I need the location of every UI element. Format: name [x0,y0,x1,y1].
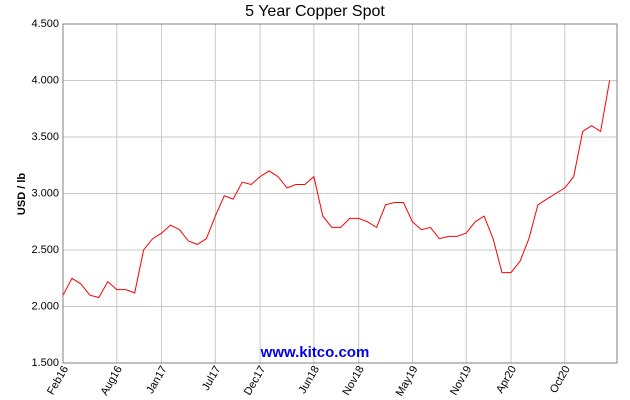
price-line [62,80,611,299]
x-tick-label: Aug16 [99,364,125,398]
y-tick-label: 4.500 [31,18,59,30]
x-tick-label: Feb16 [45,364,71,397]
x-tick-label: Jul17 [200,364,224,393]
y-tick-label: 4.000 [31,74,59,86]
chart-title: 5 Year Copper Spot [245,3,385,20]
x-tick-label: Nov18 [341,364,367,398]
watermark: www.kitco.com [260,344,370,361]
x-tick-label: May19 [394,364,421,399]
plot-frame [62,23,618,364]
y-tick-label: 1.500 [31,357,59,369]
x-tick-label: Jan17 [144,364,169,396]
y-axis-label: USD / lb [16,173,28,215]
y-tick-label: 3.000 [31,187,59,199]
y-tick-label: 3.500 [31,131,59,143]
y-tick-label: 2.500 [31,244,59,256]
x-tick-label: Nov19 [448,364,474,398]
x-tick-label: Apr20 [494,364,519,395]
x-tick-label: Dec17 [242,364,268,398]
x-tick-label: Jun18 [297,364,322,396]
x-tick-label: Oct20 [548,364,573,395]
y-tick-label: 2.000 [31,300,59,312]
